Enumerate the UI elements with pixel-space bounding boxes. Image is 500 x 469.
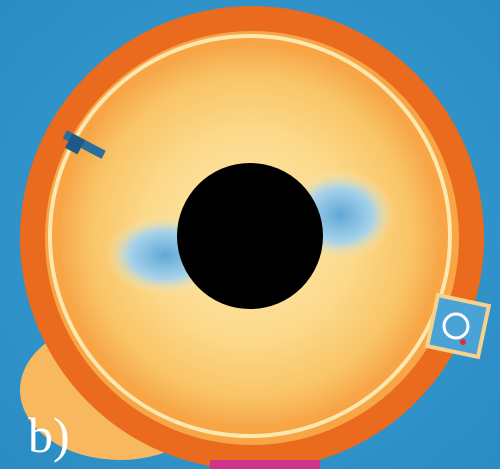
sensor-block (427, 295, 489, 357)
panel-label: b) (28, 407, 70, 463)
center-disk (177, 163, 323, 309)
bottom-marker (210, 460, 320, 469)
thermal-image: b) (0, 0, 500, 469)
